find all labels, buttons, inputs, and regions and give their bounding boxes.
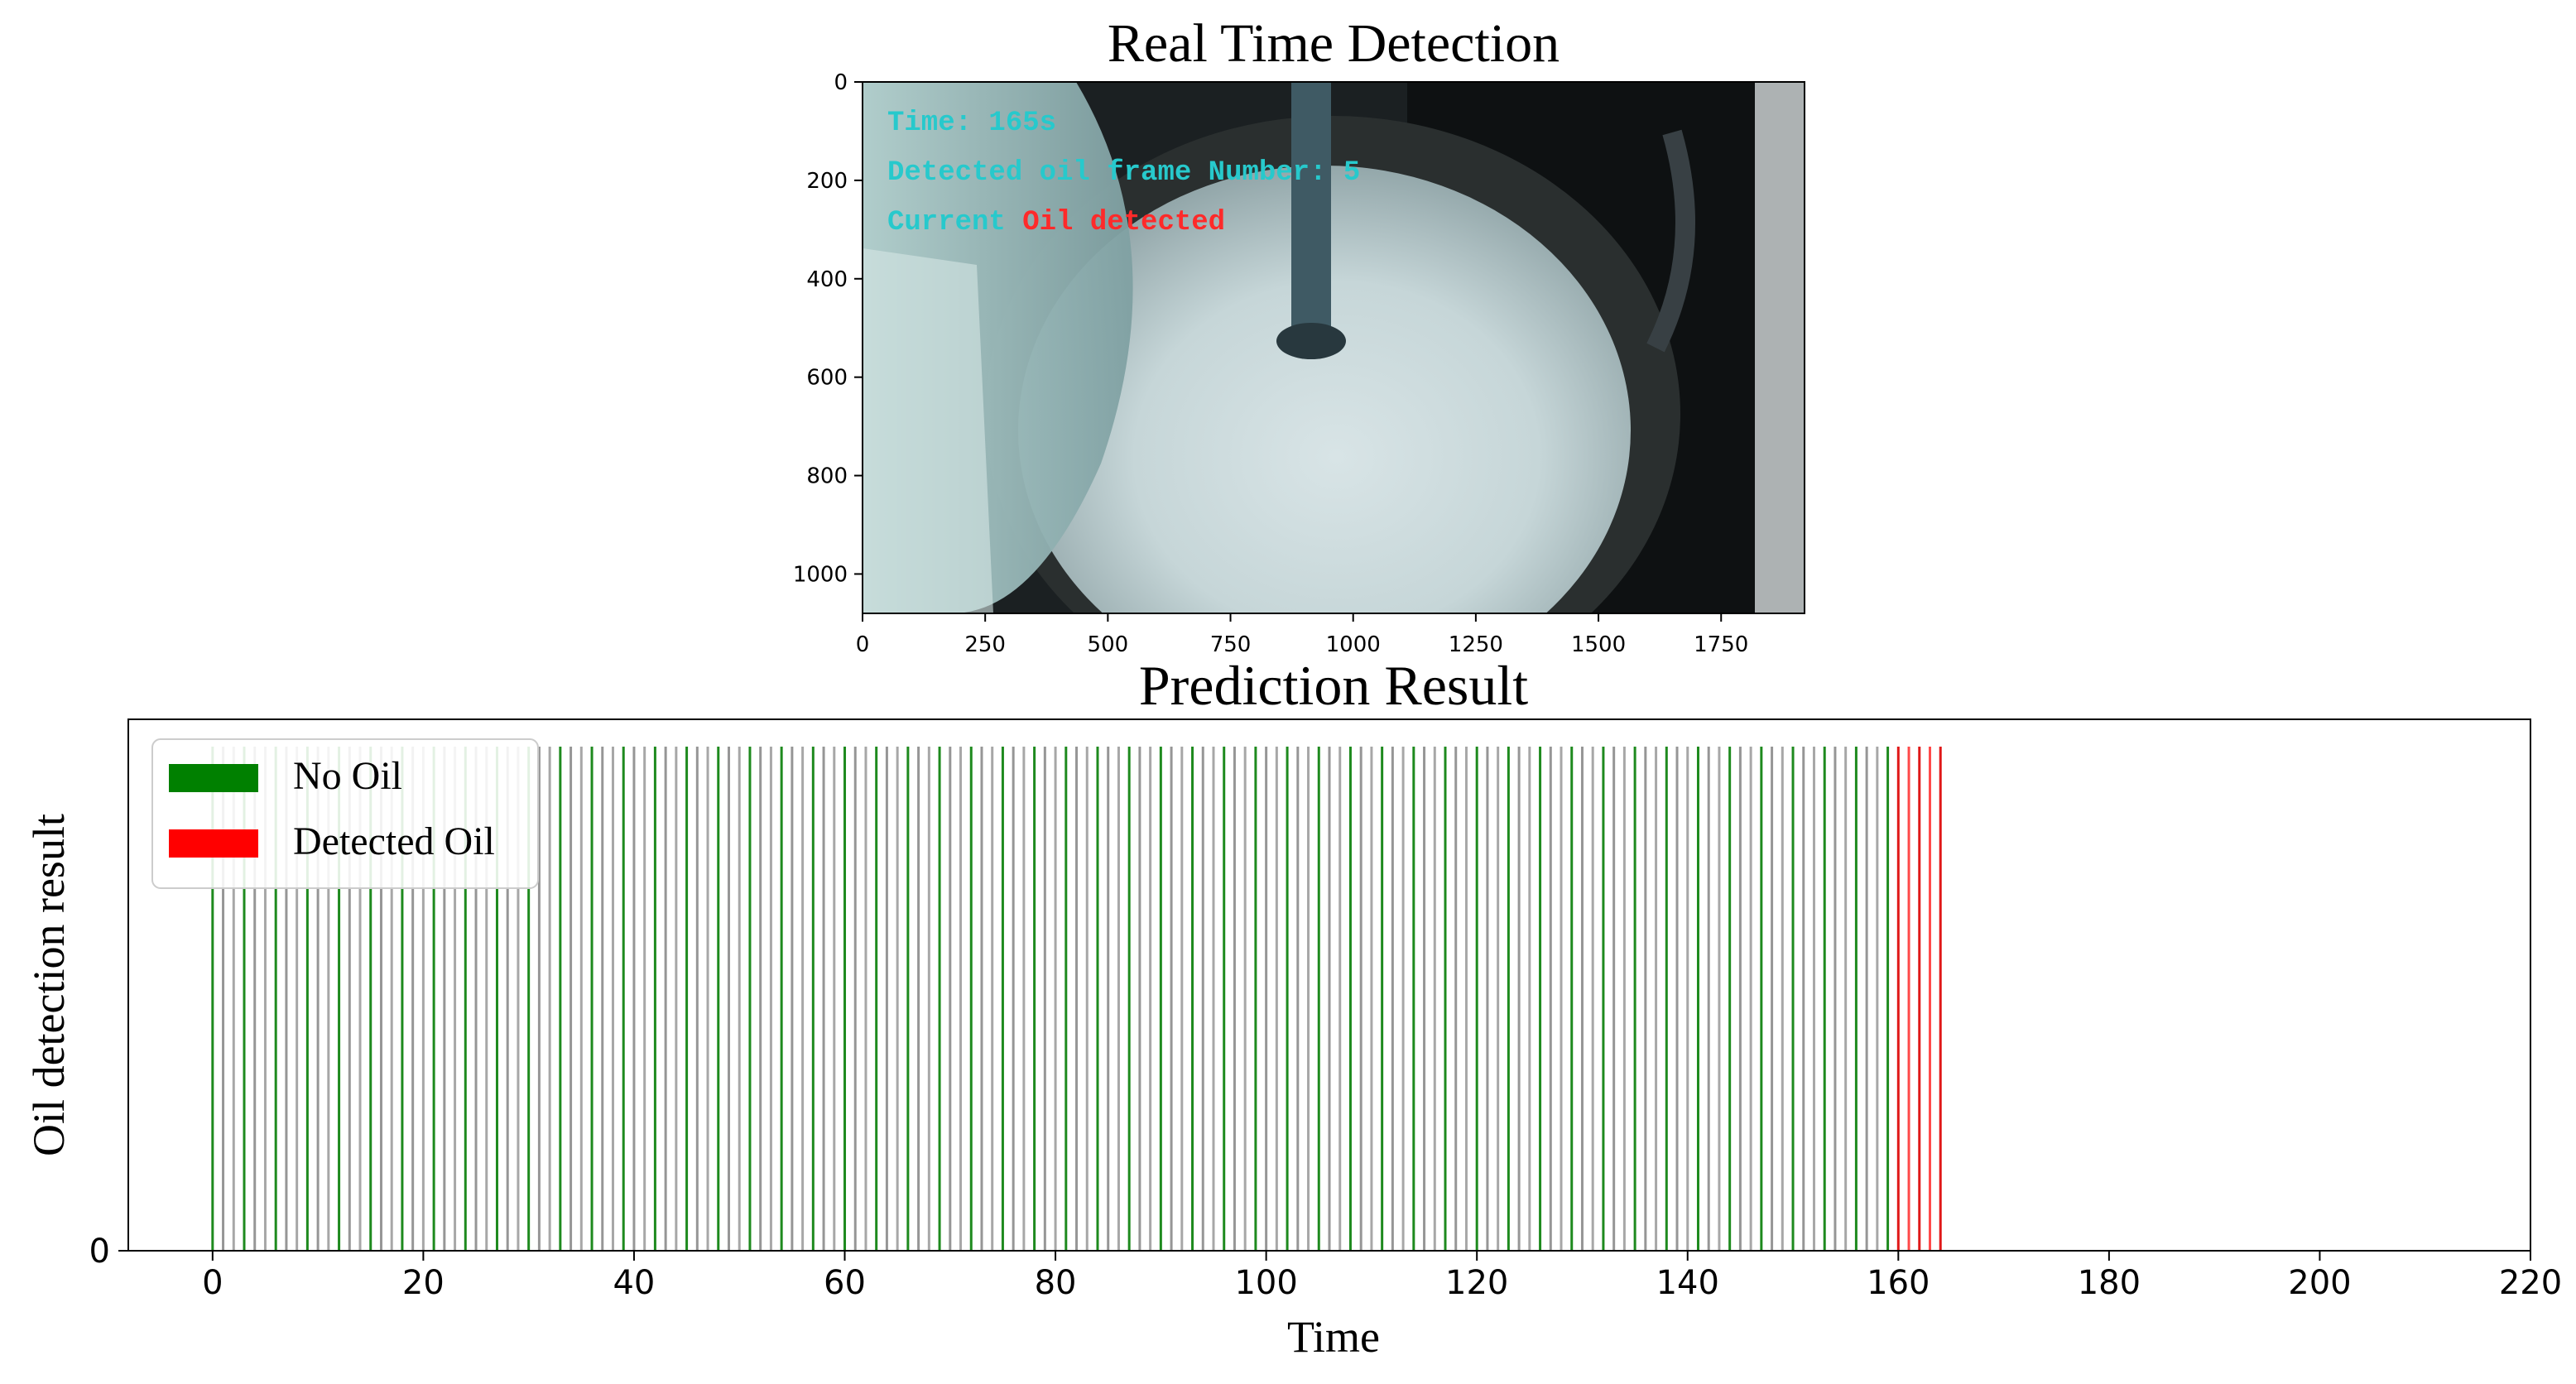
top-x-tick-label: 750 [1210, 632, 1252, 657]
top-y-tick-label: 800 [806, 464, 848, 489]
overlay-status: Current Oil detected [887, 207, 1225, 238]
legend-label-no-oil: No Oil [293, 754, 402, 798]
x-tick-label: 180 [2078, 1264, 2141, 1302]
legend-label-detected-oil: Detected Oil [293, 819, 495, 863]
top-y-tick-label: 200 [806, 169, 848, 194]
top-x-tick-label: 0 [856, 632, 870, 657]
plot-frame [127, 718, 2531, 1252]
x-tick-label: 160 [1867, 1264, 1930, 1302]
x-tick-label: 0 [202, 1264, 223, 1302]
x-tick-label: 60 [824, 1264, 866, 1302]
x-tick-label: 200 [2288, 1264, 2351, 1302]
overlay-status-prefix: Current [887, 207, 1022, 238]
top-x-tick-label: 1500 [1571, 632, 1626, 657]
top-panel-title: Real Time Detection [1108, 13, 1560, 74]
x-axis-label: Time [1287, 1312, 1380, 1362]
top-x-tick-label: 1250 [1449, 632, 1503, 657]
legend: No Oil Detected Oil [151, 738, 539, 889]
video-frame-border [862, 81, 1805, 614]
x-axis: 0 20 40 60 80 100 120 140 160 180 200 220 [202, 1251, 2562, 1302]
overlay-status-value: Oil detected [1022, 207, 1225, 238]
top-y-tick-label: 0 [834, 70, 848, 95]
top-panel-axes: 0 250 500 750 1000 1250 1500 1750 0 200 400 600 800 1… [793, 70, 1748, 657]
video-frame [863, 82, 1805, 613]
top-x-tick-label: 1750 [1694, 632, 1748, 657]
x-tick-label: 140 [1656, 1264, 1719, 1302]
x-tick-label: 120 [1445, 1264, 1508, 1302]
x-tick-label: 40 [613, 1264, 655, 1302]
top-x-tick-label: 1000 [1326, 632, 1381, 657]
y-axis-label: Oil detection result [24, 814, 74, 1156]
top-x-tick-label: 500 [1088, 632, 1129, 657]
x-tick-label: 80 [1035, 1264, 1077, 1302]
legend-swatch-no-oil [169, 764, 258, 792]
top-y-tick-label: 600 [806, 366, 848, 391]
x-tick-label: 20 [402, 1264, 445, 1302]
x-tick-label: 100 [1234, 1264, 1297, 1302]
x-tick-label: 220 [2499, 1264, 2562, 1302]
y-axis: 0 [89, 1233, 128, 1271]
bar-series [211, 747, 1942, 1251]
overlay-oil-count: Detected oil frame Number: 5 [887, 157, 1360, 189]
chart-title: Prediction Result [1139, 654, 1528, 717]
top-y-tick-label: 400 [806, 267, 848, 292]
y-tick-label: 0 [89, 1233, 110, 1271]
overlay-time: Time: 165s [887, 108, 1056, 139]
top-x-tick-label: 250 [964, 632, 1006, 657]
top-y-tick-label: 1000 [793, 562, 848, 587]
legend-swatch-detected-oil [169, 829, 258, 858]
